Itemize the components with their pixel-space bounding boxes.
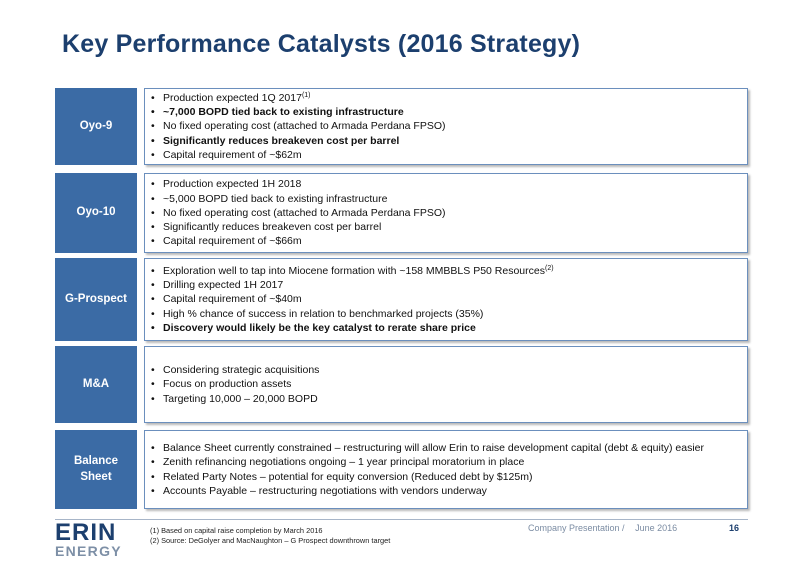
catalyst-row-oyo-10: Oyo-10 • Production expected 1H 2018 • ~5,… [55,173,748,253]
list-item: • Capital requirement of ~$66m [151,235,302,248]
bullet-panel: • Production expected 1Q 2017(1) • ~7,000 … [144,88,748,165]
footnotes: (1) Based on capital raise completion by… [150,526,390,547]
list-item: • Production expected 1Q 2017(1) [151,91,311,104]
list-item: • High % chance of success in relation to… [151,307,484,320]
list-item: • Exploration well to tap into Miocene fo… [151,264,554,277]
erin-energy-logo: ERIN ENERGY [55,519,122,559]
logo-wordmark-top: ERIN [55,519,117,546]
list-item: • No fixed operating cost (attached to Ar… [151,206,446,219]
catalyst-row-m-and-a: M&A • Considering strategic acquisitions … [55,346,748,423]
list-item: • Considering strategic acquisitions [151,364,320,377]
bullet-panel: • Considering strategic acquisitions • Foc… [144,346,748,423]
bullet-list: • Production expected 1H 2018 • ~5,000 BOP… [145,177,747,248]
list-item: • Zenith refinancing negotiations ongoing… [151,456,525,469]
list-item: • Drilling expected 1H 2017 [151,279,284,292]
list-item: • Significantly reduces breakeven cost pe… [151,221,382,234]
list-item: • No fixed operating cost (attached to Ar… [151,120,446,133]
bullet-panel: • Exploration well to tap into Miocene fo… [144,258,748,341]
list-item: • Focus on production assets [151,378,292,391]
list-item: • Capital requirement of ~$40m [151,293,302,306]
slide-title: Key Performance Catalysts (2016 Strategy… [62,30,581,58]
bullet-list: • Balance Sheet currently constrained – r… [145,441,747,498]
bullet-list: • Exploration well to tap into Miocene fo… [145,264,747,335]
list-item: • ~5,000 BOPD tied back to existing infra… [151,192,388,205]
list-item: • Balance Sheet currently constrained – r… [151,441,705,454]
presentation-label: Company Presentation / [528,523,625,533]
row-label: Balance Sheet [55,430,137,509]
list-item: • Capital requirement of ~$62m [151,148,302,161]
bullet-list: • Considering strategic acquisitions • Foc… [145,363,747,406]
logo-wordmark-bottom: ENERGY [55,543,122,559]
list-item: • Accounts Payable – restructuring negoti… [151,484,487,497]
footer-meta: Company Presentation / June 2016 [528,523,677,533]
catalyst-row-oyo-9: Oyo-9 • Production expected 1Q 2017(1) • ~… [55,88,748,165]
page-number: 16 [729,523,740,533]
footnote-2: (2) Source: DeGolyer and MacNaughton – G… [150,536,391,546]
bullet-panel: • Balance Sheet currently constrained – r… [144,430,748,509]
footnote-1: (1) Based on capital raise completion by… [150,526,323,535]
presentation-date: June 2016 [635,523,678,533]
bullet-list: • Production expected 1Q 2017(1) • ~7,000 … [145,91,747,162]
list-item: • Discovery would likely be the key catal… [151,321,476,334]
catalyst-row-g-prospect: G-Prospect • Exploration well to tap into… [55,258,748,341]
row-label: Oyo-10 [55,173,137,253]
list-item: • Significantly reduces breakeven cost pe… [151,134,400,147]
row-label: G-Prospect [55,258,137,341]
row-label: M&A [55,346,137,423]
row-label: Oyo-9 [55,88,137,165]
list-item: • Targeting 10,000 – 20,000 BOPD [151,392,318,405]
list-item: • ~7,000 BOPD tied back to existing infra… [151,106,404,119]
list-item: • Related Party Notes – potential for equ… [151,470,533,483]
footer-divider [55,519,748,520]
bullet-panel: • Production expected 1H 2018 • ~5,000 BOP… [144,173,748,253]
list-item: • Production expected 1H 2018 [151,178,302,191]
catalyst-row-balance-sheet: Balance Sheet • Balance Sheet currently co… [55,430,748,509]
